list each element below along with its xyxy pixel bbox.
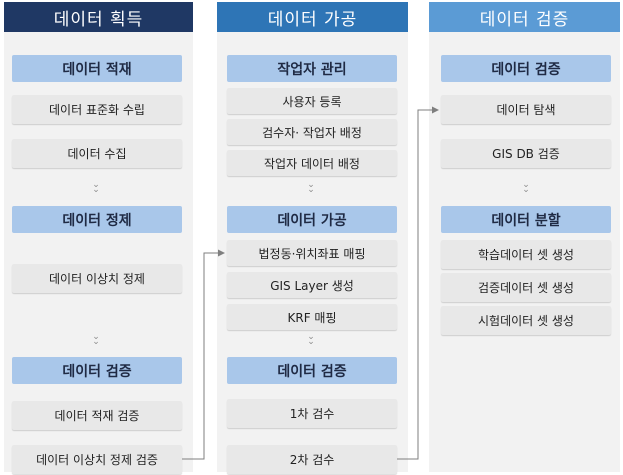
step-gis-db-verification: GIS DB 검증	[441, 139, 611, 168]
section-data-split: 데이터 분할	[441, 206, 611, 233]
chevron-down-icon: ⌄ ⌄	[92, 180, 100, 195]
section-data-verification-3: 데이터 검증	[441, 55, 611, 82]
step-worker-data-assignment: 작업자 데이터 배정	[227, 150, 397, 176]
chevron-down-icon: ⌄ ⌄	[307, 180, 315, 195]
section-worker-management: 작업자 관리	[227, 55, 397, 82]
step-data-exploration: 데이터 탐색	[441, 95, 611, 124]
step-second-review: 2차 검수	[227, 445, 397, 474]
step-loading-verification: 데이터 적재 검증	[12, 401, 182, 430]
step-first-review: 1차 검수	[227, 399, 397, 428]
step-training-set: 학습데이터 셋 생성	[441, 240, 611, 269]
chevron-down-icon: ⌄ ⌄	[92, 332, 100, 347]
section-data-verification-1: 데이터 검증	[12, 357, 182, 384]
step-test-set: 시험데이터 셋 생성	[441, 306, 611, 335]
column-header-processing: 데이터 가공	[217, 2, 408, 32]
column-header-acquisition: 데이터 획득	[4, 2, 193, 32]
chevron-down-icon: ⌄ ⌄	[307, 332, 315, 347]
step-krf-mapping: KRF 매핑	[227, 304, 397, 330]
connector-processing-to-validation	[397, 106, 439, 460]
step-gis-layer: GIS Layer 생성	[227, 272, 397, 298]
step-validation-set: 검증데이터 셋 생성	[441, 273, 611, 302]
step-data-collection: 데이터 수집	[12, 139, 182, 168]
section-data-processing: 데이터 가공	[227, 206, 397, 233]
connector-acquisition-to-processing	[182, 249, 225, 460]
step-outlier-verification: 데이터 이상치 정제 검증	[12, 445, 182, 474]
step-location-mapping: 법정동·위치좌표 매핑	[227, 240, 397, 266]
section-data-cleansing: 데이터 정제	[12, 206, 182, 233]
chevron-down-icon: ⌄ ⌄	[522, 180, 530, 195]
step-reviewer-assignment: 검수자· 작업자 배정	[227, 119, 397, 145]
step-data-standardization: 데이터 표준화 수립	[12, 95, 182, 124]
column-header-validation: 데이터 검증	[429, 2, 620, 32]
step-outlier-cleansing: 데이터 이상치 정제	[12, 264, 182, 293]
section-data-loading: 데이터 적재	[12, 55, 182, 82]
section-data-verification-2: 데이터 검증	[227, 357, 397, 384]
step-user-registration: 사용자 등록	[227, 88, 397, 114]
